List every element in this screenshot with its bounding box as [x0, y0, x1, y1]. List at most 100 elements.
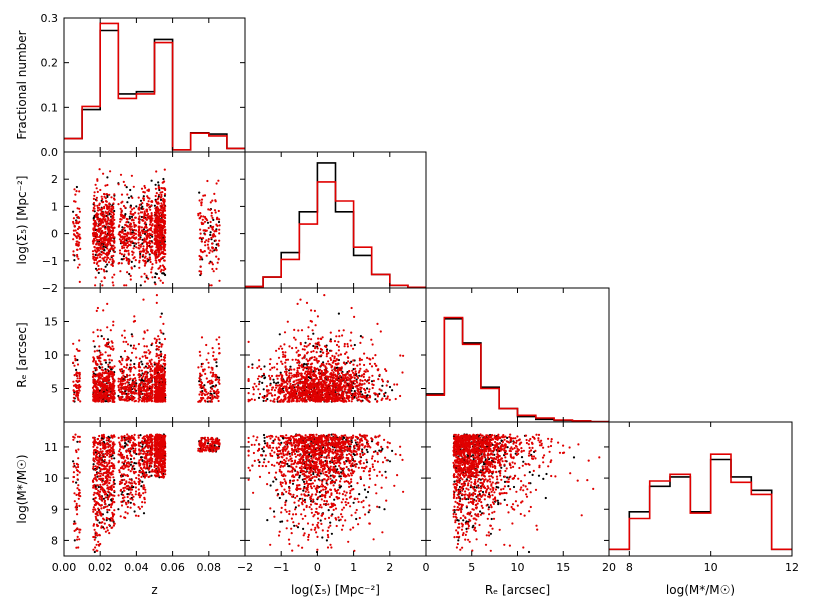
scatter-point-black — [129, 344, 132, 347]
scatter-point-red — [103, 252, 106, 255]
scatter-point-red — [331, 399, 334, 402]
scatter-point-red — [218, 382, 221, 385]
scatter-point-red — [319, 364, 323, 367]
scatter-point-red — [365, 368, 368, 371]
scatter-point-red — [160, 358, 163, 361]
scatter-point-red — [332, 380, 335, 383]
scatter-point-black — [272, 378, 275, 381]
scatter-point-red — [99, 188, 102, 192]
scatter-point-red — [256, 377, 260, 380]
scatter-point-red — [137, 225, 140, 228]
scatter-point-red — [356, 387, 359, 390]
scatter-point-red — [156, 400, 159, 403]
scatter-point-red — [144, 231, 147, 234]
scatter-point-red — [207, 380, 210, 383]
scatter-point-red — [144, 262, 147, 265]
scatter-point-red — [92, 219, 95, 222]
scatter-point-red — [110, 229, 113, 232]
scatter-point-red — [135, 356, 138, 359]
scatter-point-red — [159, 279, 162, 282]
scatter-point-red — [162, 374, 165, 378]
scatter-point-red — [310, 338, 313, 341]
scatter-point-red — [164, 354, 167, 357]
scatter-point-red — [314, 324, 317, 327]
scatter-point-red — [214, 396, 217, 399]
scatter-point-red — [121, 230, 124, 233]
scatter-point-red — [281, 362, 284, 365]
scatter-point-red — [327, 386, 330, 390]
scatter-point-red — [110, 247, 113, 250]
scatter-point-red — [307, 368, 310, 371]
scatter-point-red — [160, 373, 163, 377]
scatter-point-red — [304, 366, 307, 369]
scatter-point-black — [119, 355, 123, 358]
scatter-point-red — [119, 220, 122, 223]
scatter-point-red — [104, 230, 107, 234]
scatter-point-red — [162, 246, 165, 249]
scatter-point-red — [331, 354, 334, 357]
scatter-point-red — [331, 365, 334, 368]
scatter-point-red — [273, 398, 276, 401]
scatter-point-red — [215, 230, 218, 233]
scatter-point-red — [113, 193, 116, 196]
scatter-point-red — [149, 258, 152, 261]
scatter-point-red — [113, 239, 116, 242]
scatter-point-red — [161, 386, 164, 389]
scatter-point-red — [371, 357, 374, 360]
scatter-point-red — [155, 376, 158, 379]
scatter-point-red — [127, 389, 130, 392]
scatter-point-red — [126, 237, 129, 240]
scatter-point-red — [158, 385, 161, 388]
scatter-point-red — [107, 371, 110, 374]
scatter-point-red — [96, 179, 99, 182]
scatter-point-red — [100, 267, 103, 271]
scatter-point-red — [134, 242, 137, 245]
scatter-point-red — [314, 382, 317, 386]
scatter-point-red — [316, 361, 319, 364]
scatter-point-red — [118, 238, 121, 241]
scatter-point-red — [217, 258, 220, 261]
scatter-point-red — [145, 373, 148, 376]
scatter-point-red — [213, 192, 216, 195]
scatter-point-red — [110, 239, 113, 242]
scatter-point-red — [122, 244, 126, 247]
scatter-point-red — [150, 388, 153, 391]
scatter-point-red — [78, 377, 81, 380]
scatter-point-red — [307, 335, 310, 338]
scatter-point-red — [145, 392, 149, 395]
scatter-point-red — [264, 395, 267, 398]
scatter-point-red — [111, 366, 114, 369]
scatter-point-red — [310, 390, 313, 393]
scatter-point-red — [132, 185, 135, 188]
scatter-point-red — [155, 213, 158, 216]
scatter-point-red — [130, 219, 133, 222]
scatter-point-red — [325, 355, 328, 358]
scatter-point-red — [130, 228, 134, 231]
scatter-point-red — [145, 226, 148, 229]
scatter-point-red — [128, 374, 131, 377]
scatter-point-red — [197, 400, 200, 403]
scatter-point-red — [107, 210, 110, 213]
scatter-point-red — [333, 400, 336, 403]
scatter-point-red — [128, 225, 132, 228]
scatter-point-red — [311, 383, 314, 386]
scatter-point-black — [76, 358, 79, 362]
scatter-point-red — [200, 240, 203, 243]
scatter-point-red — [147, 366, 150, 369]
scatter-point-red — [98, 345, 101, 348]
scatter-point-red — [97, 217, 100, 220]
scatter-point-red — [112, 207, 115, 210]
scatter-point-red — [343, 397, 346, 400]
scatter-point-red — [159, 219, 162, 222]
scatter-point-red — [146, 387, 149, 390]
scatter-point-red — [103, 205, 106, 208]
scatter-point-red — [212, 354, 215, 357]
scatter-point-red — [109, 219, 112, 222]
scatter-point-red — [120, 262, 123, 265]
scatter-point-black — [128, 272, 131, 276]
scatter-point-black — [215, 365, 218, 368]
scatter-point-red — [295, 379, 298, 382]
scatter-point-red — [211, 242, 214, 245]
scatter-point-red — [93, 357, 96, 360]
scatter-point-red — [138, 220, 141, 223]
